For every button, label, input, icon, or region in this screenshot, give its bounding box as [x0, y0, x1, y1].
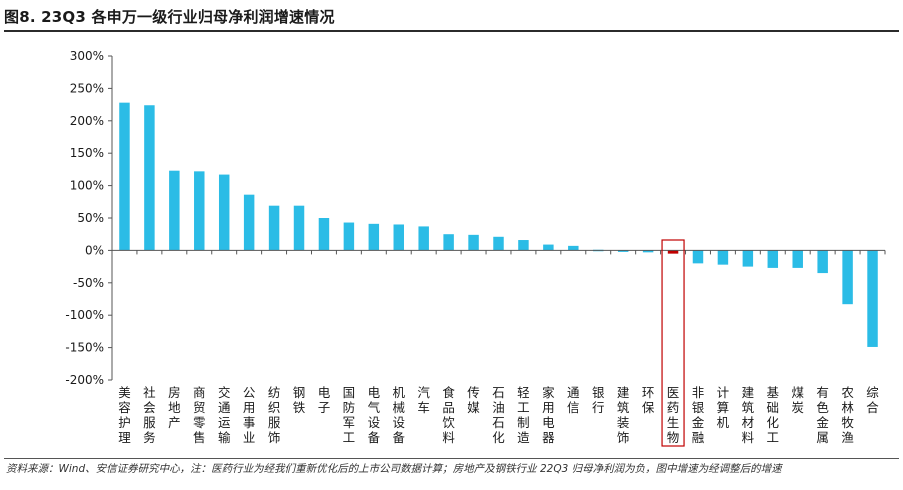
x-tick-label: 家用电器: [542, 385, 555, 445]
bar-4: [194, 171, 205, 251]
footer-rule: [4, 458, 899, 459]
bar-28: [792, 250, 803, 268]
x-tick-label: 电气设备: [368, 385, 381, 445]
bar-12: [393, 224, 404, 251]
x-tick-label: 食品饮料: [442, 385, 455, 445]
x-tick-label: 房地产: [168, 385, 181, 430]
highlight-box: [661, 239, 685, 447]
x-tick-label: 石油石化: [492, 385, 505, 445]
x-tick-label: 通信: [567, 385, 580, 415]
bar-14: [443, 234, 454, 251]
x-tick-label: 环保: [642, 385, 655, 415]
bar-9: [318, 218, 330, 251]
title-rule: [4, 30, 899, 32]
y-tick-label: 250%: [70, 81, 104, 95]
bar-2: [144, 105, 155, 251]
y-tick-label: -50%: [73, 276, 104, 290]
x-tick-label: 公用事业: [243, 385, 256, 445]
bar-27: [767, 250, 779, 268]
bar-chart: -200% -150% -100% -50% 0% 50% 100% 150% 200% 250%…: [65, 49, 886, 447]
figure-title: 图8. 23Q3 各申万一级行业归母净利润增速情况: [4, 8, 335, 26]
x-tick-label: 传媒: [467, 385, 480, 415]
x-tick-label: 计算机: [717, 385, 730, 430]
x-tick-label: 有色金属: [816, 385, 829, 445]
bar-8: [293, 205, 305, 251]
x-tick-label: 钢铁: [293, 385, 306, 415]
x-tick-label: 美容护理: [118, 385, 131, 445]
x-tick-label: 银行: [592, 385, 605, 415]
bar-16: [493, 236, 504, 251]
bar-1: [119, 102, 130, 251]
x-tick-label: 轻工制造: [517, 385, 530, 445]
y-tick-label: -200%: [65, 373, 104, 387]
bar-23: [667, 250, 679, 254]
bar-17: [518, 240, 529, 251]
bar-5: [218, 174, 230, 251]
bar-22: [642, 250, 654, 253]
bar-19: [568, 245, 579, 251]
source-note: 资料来源：Wind、安信证券研究中心，注：医药行业为经我们重新优化后的上市公司数…: [6, 463, 782, 475]
bar-6: [243, 194, 255, 251]
bar-21: [617, 250, 629, 252]
x-tick-label: 建筑装饰: [617, 385, 630, 445]
bar-24: [692, 250, 704, 264]
bar-26: [742, 250, 754, 267]
bar-18: [543, 244, 554, 251]
x-tick-label: 建筑材料: [742, 385, 755, 445]
x-tick-label: 医药生物: [667, 385, 680, 445]
x-tick-label: 国防军工: [343, 385, 356, 445]
y-tick-label: 200%: [70, 114, 104, 128]
bar-15: [468, 234, 479, 251]
x-tick-label: 交通运输: [218, 385, 231, 445]
y-tick-label: 150%: [70, 146, 104, 160]
x-tick-label: 纺织服饰: [268, 385, 281, 445]
x-tick-label: 商贸零售: [193, 385, 206, 445]
x-tick-label: 非银金融: [692, 385, 705, 445]
y-tick-label: -100%: [65, 308, 104, 322]
x-tick-label: 农林牧渔: [841, 385, 854, 445]
x-tick-label: 电子: [318, 385, 331, 415]
y-tick-label: 0%: [85, 243, 104, 257]
bar-29: [817, 250, 828, 274]
bar-11: [368, 223, 380, 251]
x-tick-label: 煤炭: [791, 385, 804, 415]
x-tick-label: 基础化工: [767, 385, 780, 445]
y-tick-label: -150%: [65, 341, 104, 355]
bar-3: [169, 170, 180, 251]
x-tick-label: 综合: [866, 385, 879, 415]
bar-10: [343, 222, 355, 251]
y-tick-label: 50%: [77, 211, 104, 225]
y-tick-label: 300%: [70, 49, 104, 63]
bar-25: [717, 250, 729, 265]
x-tick-label: 汽车: [417, 385, 430, 415]
bar-13: [418, 226, 429, 251]
y-tick-label: 100%: [70, 179, 104, 193]
bar-31: [867, 250, 878, 347]
x-tick-label: 机械设备: [393, 385, 406, 445]
x-tick-label: 社会服务: [143, 385, 156, 445]
bar-7: [268, 205, 280, 251]
bar-30: [842, 250, 853, 305]
